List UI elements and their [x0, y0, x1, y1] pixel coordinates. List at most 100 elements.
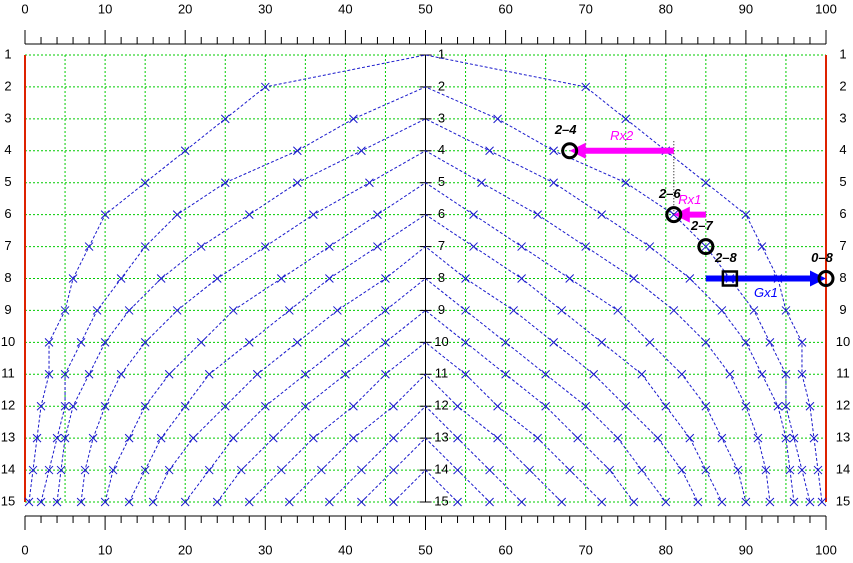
y-tick-label: 2 [839, 78, 846, 93]
point-marker [581, 242, 591, 251]
point-marker [44, 465, 54, 475]
y-tick-label: 8 [4, 270, 11, 285]
point-marker [549, 338, 559, 347]
y-tick-label: 1 [839, 46, 846, 61]
y-tick-label: 5 [839, 174, 846, 189]
point-marker [292, 146, 302, 156]
point-marker [68, 401, 78, 411]
marker-label: 0–8 [811, 250, 833, 265]
point-marker [389, 433, 398, 443]
point-marker [309, 210, 318, 219]
point-marker [100, 401, 110, 411]
point-marker [613, 306, 623, 315]
point-marker [84, 242, 94, 251]
point-marker [60, 433, 70, 443]
point-marker [761, 465, 771, 475]
x-tick-label: 40 [338, 1, 352, 16]
y-tick-label: 13 [1, 430, 15, 445]
point-marker [805, 401, 815, 411]
point-marker [533, 433, 542, 443]
marker-circle [817, 270, 835, 287]
point-marker [517, 242, 526, 251]
point-marker [381, 338, 390, 347]
point-marker [653, 433, 663, 443]
point-marker [212, 274, 222, 283]
point-marker [701, 465, 711, 475]
point-marker [517, 497, 526, 507]
point-marker [485, 146, 494, 156]
point-marker [677, 369, 687, 379]
point-marker [92, 306, 102, 315]
point-marker [389, 497, 398, 507]
point-marker [813, 465, 823, 475]
point-marker [509, 306, 518, 315]
point-marker [373, 210, 382, 219]
point-marker [24, 497, 34, 507]
y-tick-label: 6 [839, 206, 846, 221]
x-tick-label: 70 [578, 542, 592, 557]
point-marker [701, 178, 711, 188]
point-marker [645, 242, 655, 251]
y-tick-label: 14 [1, 462, 15, 477]
point-marker [381, 369, 390, 379]
point-marker [172, 306, 182, 315]
point-marker [645, 338, 655, 347]
point-marker [220, 114, 230, 124]
point-marker [541, 401, 551, 411]
center-tick-label: 12 [434, 398, 448, 413]
point-marker [469, 210, 478, 219]
center-tick-label: 5 [438, 174, 445, 189]
point-marker [341, 338, 350, 347]
point-marker [637, 369, 647, 379]
point-marker [757, 242, 767, 251]
point-marker [300, 401, 310, 411]
point-marker [573, 433, 583, 443]
point-marker [325, 242, 334, 251]
y-tick-label: 14 [836, 462, 850, 477]
x-tick-label: 90 [739, 1, 753, 16]
center-tick-label: 9 [438, 302, 445, 317]
point-marker [669, 306, 679, 315]
y-tick-label: 6 [4, 206, 11, 221]
point-marker [389, 465, 398, 475]
point-marker [589, 369, 599, 379]
point-marker [389, 401, 398, 411]
point-marker [809, 433, 819, 443]
point-marker [501, 338, 510, 347]
x-tick-label: 90 [739, 542, 753, 557]
point-marker [116, 274, 126, 283]
point-marker [621, 401, 631, 411]
point-marker [56, 465, 66, 475]
center-tick-label: 8 [438, 270, 445, 285]
point-marker [140, 242, 150, 251]
point-marker [549, 146, 559, 156]
series-line [248, 341, 603, 503]
point-marker [493, 401, 502, 411]
series-line [152, 245, 699, 503]
y-tick-label: 5 [4, 174, 11, 189]
x-tick-label: 10 [98, 1, 112, 16]
point-marker [212, 497, 222, 507]
center-tick-label: 7 [438, 238, 445, 253]
point-marker [292, 338, 302, 347]
point-marker [124, 497, 134, 507]
point-marker [605, 465, 615, 475]
point-marker [725, 369, 735, 379]
point-marker [292, 178, 302, 188]
point-marker [349, 114, 358, 124]
y-tick-label: 11 [836, 366, 850, 381]
x-tick-label: 50 [418, 542, 432, 557]
point-marker [753, 433, 763, 443]
point-marker [781, 433, 791, 443]
point-marker [453, 433, 462, 443]
point-marker [381, 306, 390, 315]
point-marker [717, 306, 727, 315]
point-marker [597, 497, 607, 507]
center-tick-label: 4 [438, 142, 445, 157]
point-marker [461, 338, 470, 347]
y-tick-label: 10 [836, 334, 850, 349]
point-marker [685, 433, 695, 443]
y-tick-label: 15 [1, 493, 15, 508]
point-marker [741, 497, 751, 507]
